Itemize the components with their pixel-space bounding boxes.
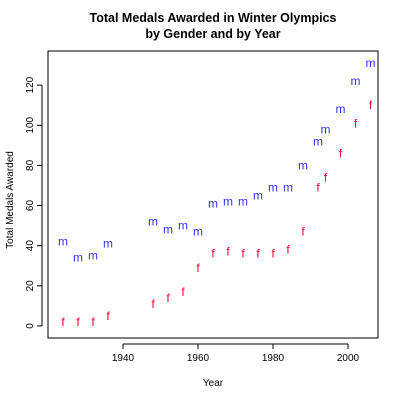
data-point-m: m <box>193 225 203 239</box>
chart-title-line-2: by Gender and by Year <box>145 27 280 41</box>
data-point-f: f <box>181 285 185 299</box>
y-tick-label: 0 <box>25 323 36 329</box>
data-point-f: f <box>106 309 110 323</box>
data-point-m: m <box>178 219 188 233</box>
data-point-f: f <box>354 116 358 130</box>
data-point-m: m <box>298 158 308 172</box>
data-point-f: f <box>301 225 305 239</box>
data-point-m: m <box>351 74 361 88</box>
data-point-f: f <box>166 291 170 305</box>
data-point-f: f <box>196 261 200 275</box>
data-point-m: m <box>238 195 248 209</box>
data-point-m: m <box>253 189 263 203</box>
data-point-m: m <box>336 102 346 116</box>
y-tick-label: 120 <box>25 76 36 93</box>
data-point-f: f <box>286 243 290 257</box>
data-point-m: m <box>283 180 293 194</box>
x-tick-label: 1940 <box>112 353 135 364</box>
data-point-m: m <box>73 251 83 265</box>
data-point-m: m <box>223 195 233 209</box>
data-point-m: m <box>268 180 278 194</box>
data-point-f: f <box>316 180 320 194</box>
data-point-m: m <box>313 134 323 148</box>
data-point-f: f <box>211 247 215 261</box>
data-point-m: m <box>366 56 376 70</box>
data-point-f: f <box>256 247 260 261</box>
data-point-f: f <box>369 98 373 112</box>
data-point-f: f <box>339 146 343 160</box>
x-tick-label: 1960 <box>187 353 210 364</box>
y-axis: 0 20 40 60 80 100 120 <box>25 76 43 329</box>
data-point-f: f <box>61 315 65 329</box>
data-point-m: m <box>103 237 113 251</box>
data-point-f: f <box>76 315 80 329</box>
data-point-f: f <box>226 245 230 259</box>
data-point-m: m <box>58 235 68 249</box>
data-point-f: f <box>271 247 275 261</box>
data-point-f: f <box>241 247 245 261</box>
data-point-m: m <box>148 215 158 229</box>
y-axis-label: Total Medals Awarded <box>5 151 16 249</box>
y-tick-label: 20 <box>25 280 36 292</box>
x-tick-label: 2000 <box>337 353 360 364</box>
data-point-m: m <box>208 197 218 211</box>
data-point-m: m <box>88 249 98 263</box>
y-tick-label: 100 <box>25 116 36 133</box>
data-point-m: m <box>163 223 173 237</box>
data-point-f: f <box>151 297 155 311</box>
x-axis-label: Year <box>203 378 224 389</box>
y-tick-label: 40 <box>25 240 36 252</box>
y-tick-label: 60 <box>25 200 36 212</box>
data-point-m: m <box>321 122 331 136</box>
data-point-f: f <box>324 170 328 184</box>
x-axis: 1940 1960 1980 2000 <box>112 343 360 364</box>
x-tick-label: 1980 <box>262 353 285 364</box>
plot-frame <box>47 50 379 339</box>
data-point-f: f <box>91 315 95 329</box>
y-tick-label: 80 <box>25 159 36 171</box>
chart-title-line-1: Total Medals Awarded in Winter Olympics <box>90 11 337 25</box>
